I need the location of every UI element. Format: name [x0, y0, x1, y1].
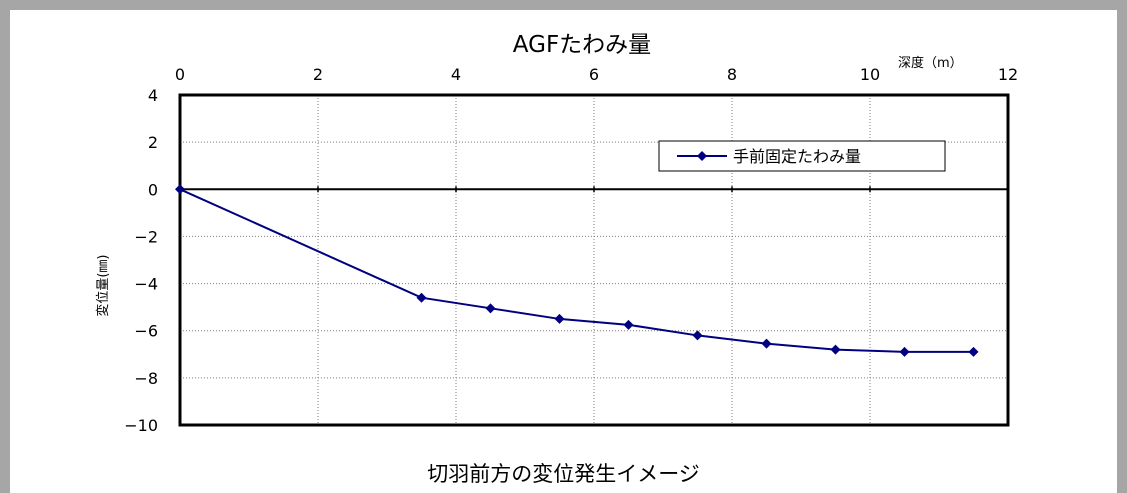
y-tick-label: −8: [134, 369, 158, 388]
data-point: [416, 292, 427, 303]
plot-area-border: [178, 93, 1010, 427]
data-point: [175, 184, 185, 195]
legend-label: 手前固定たわみ量: [733, 147, 861, 166]
legend: 手前固定たわみ量: [658, 140, 946, 172]
data-point: [899, 346, 910, 357]
series-group: [175, 184, 979, 357]
data-point: [968, 346, 979, 357]
y-tick-label: −10: [124, 416, 158, 435]
x-tick-label: 10: [860, 65, 880, 84]
caption: 切羽前方の変位発生イメージ: [427, 462, 700, 486]
data-point: [623, 319, 634, 330]
series-line: [179, 188, 974, 353]
y-tick-label: 0: [148, 180, 158, 199]
y-tick-label: −4: [134, 275, 158, 294]
y-tick-label: −2: [134, 227, 158, 246]
data-point: [692, 330, 703, 341]
x-tick-label: 8: [727, 65, 737, 84]
x-tick-label: 0: [175, 65, 185, 84]
x-axis-ticks: 0 2 4 6 8 10 12: [175, 65, 1018, 84]
x-tick-label: 4: [451, 65, 461, 84]
y-tick-label: 2: [148, 133, 158, 152]
chart-title: AGFたわみ量: [513, 32, 651, 58]
x-tick-label: 2: [313, 65, 323, 84]
data-point: [485, 303, 496, 314]
legend-marker: [697, 151, 707, 161]
y-axis-label: 変位量(㎜): [95, 254, 111, 316]
data-point: [554, 313, 565, 324]
chart: AGFたわみ量 0 2 4 6 8 10 12 4 2 0 −2 −4 −6 −8 −10 深度（m） 変…: [95, 32, 1018, 435]
x-axis-label: 深度（m）: [898, 55, 963, 71]
data-point: [830, 344, 841, 355]
y-axis-ticks: 4 2 0 −2 −4 −6 −8 −10: [124, 86, 158, 435]
y-tick-label: 4: [148, 86, 158, 105]
y-tick-label: −6: [134, 322, 158, 341]
x-tick-label: 6: [589, 65, 599, 84]
data-point: [761, 338, 772, 349]
x-tick-label: 12: [998, 65, 1018, 84]
grid: [178, 93, 1010, 427]
